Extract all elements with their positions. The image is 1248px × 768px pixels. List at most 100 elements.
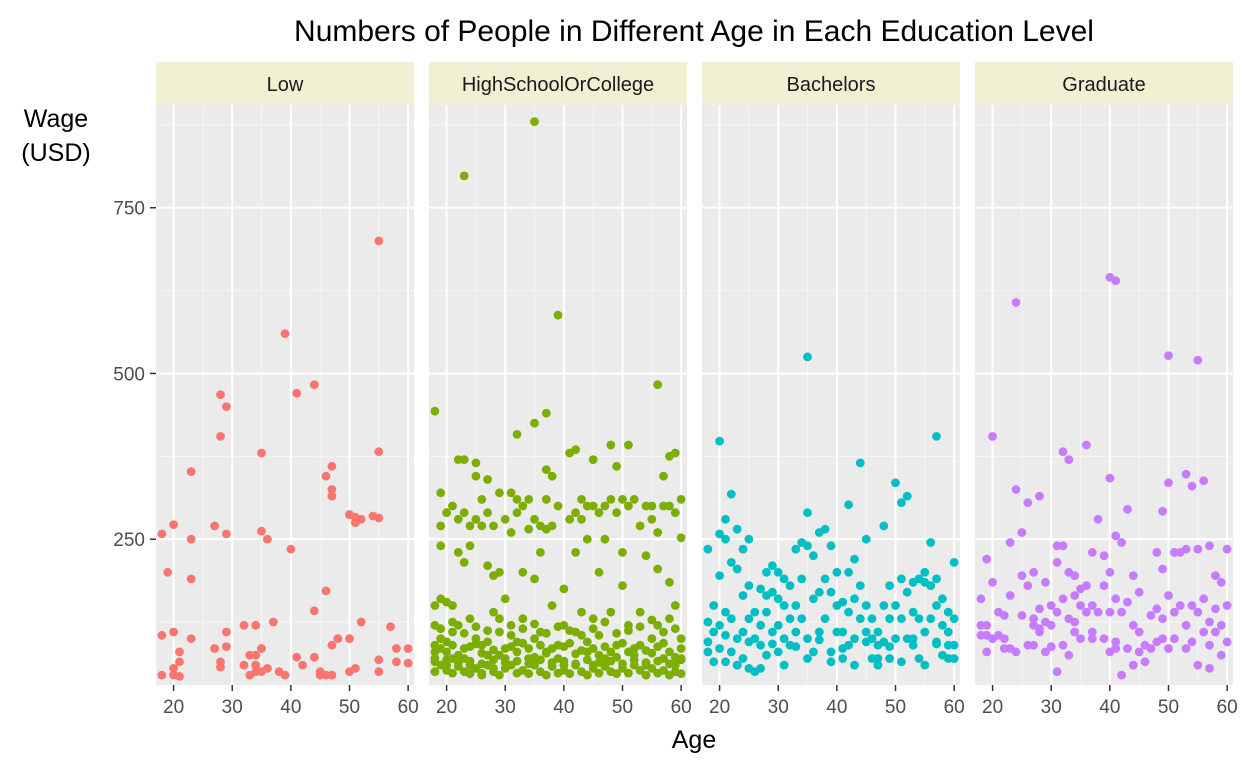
data-point xyxy=(518,567,528,577)
data-point xyxy=(1052,558,1062,567)
data-point xyxy=(309,380,319,390)
data-point xyxy=(459,508,469,518)
data-point xyxy=(791,601,801,610)
data-point xyxy=(647,664,657,673)
data-point xyxy=(1170,607,1179,617)
data-point xyxy=(477,668,487,678)
data-point xyxy=(436,644,446,653)
data-point xyxy=(791,642,801,651)
data-point xyxy=(647,634,657,643)
data-point xyxy=(1052,607,1062,617)
data-point xyxy=(1005,591,1015,600)
data-point xyxy=(838,644,848,653)
data-point xyxy=(582,655,592,665)
data-point xyxy=(879,601,889,610)
data-point xyxy=(756,584,765,594)
data-point xyxy=(773,594,783,604)
data-point xyxy=(779,601,789,610)
data-point xyxy=(1046,642,1056,651)
data-point xyxy=(709,657,719,667)
data-point xyxy=(855,458,865,468)
data-point xyxy=(448,640,457,650)
data-point xyxy=(791,627,801,637)
data-point xyxy=(321,471,331,481)
data-point xyxy=(500,594,510,604)
data-point xyxy=(703,647,713,657)
data-point xyxy=(1099,551,1109,561)
data-point xyxy=(726,489,736,499)
data-point xyxy=(1211,571,1220,580)
data-point xyxy=(430,601,440,610)
data-point xyxy=(773,567,783,577)
y-tick-label: 750 xyxy=(113,199,145,220)
data-point xyxy=(814,587,824,597)
data-point xyxy=(565,638,575,648)
data-point xyxy=(653,380,663,390)
data-point xyxy=(600,642,610,651)
data-point xyxy=(855,581,865,590)
data-point xyxy=(744,637,754,647)
data-point xyxy=(1117,670,1126,680)
data-point xyxy=(280,670,290,680)
x-tick-label: 30 xyxy=(768,697,789,718)
data-point xyxy=(756,640,765,650)
data-point xyxy=(536,548,545,557)
data-point xyxy=(495,670,504,680)
data-point xyxy=(239,620,249,630)
data-point xyxy=(565,514,575,524)
data-point xyxy=(670,448,680,458)
x-tick-label: 60 xyxy=(398,697,419,718)
data-point xyxy=(541,628,551,638)
data-point xyxy=(850,634,859,643)
data-point xyxy=(448,501,457,511)
data-point xyxy=(914,654,924,663)
data-point xyxy=(477,521,487,531)
data-point xyxy=(594,650,604,660)
data-point xyxy=(536,655,545,665)
data-point xyxy=(844,500,853,510)
data-point xyxy=(477,495,487,504)
data-point xyxy=(594,630,604,640)
data-point xyxy=(588,455,598,464)
data-point xyxy=(292,652,302,662)
data-point xyxy=(659,627,668,637)
data-point xyxy=(453,548,463,557)
data-point xyxy=(797,614,807,624)
data-point xyxy=(327,461,337,471)
facet-panel-graduate: Graduate 20 30 40 50 60 xyxy=(975,62,1238,718)
x-tick-label: 20 xyxy=(436,697,457,718)
data-point xyxy=(518,501,528,511)
data-point xyxy=(1005,644,1015,653)
data-point xyxy=(1017,611,1027,620)
data-point xyxy=(459,171,469,181)
data-point xyxy=(1205,640,1214,650)
data-point xyxy=(430,406,440,416)
data-point xyxy=(436,541,446,551)
x-tick-label: 50 xyxy=(612,697,633,718)
data-point xyxy=(832,567,842,577)
data-point xyxy=(855,614,865,624)
data-point xyxy=(565,669,575,679)
data-point xyxy=(726,614,736,624)
data-point xyxy=(436,488,446,498)
data-point xyxy=(222,402,231,411)
data-point xyxy=(744,534,754,544)
data-point xyxy=(571,508,580,518)
data-point xyxy=(861,534,871,544)
data-point xyxy=(1111,531,1121,541)
data-point xyxy=(676,634,686,643)
data-point xyxy=(175,657,184,667)
data-point xyxy=(803,634,812,643)
data-point xyxy=(169,627,179,637)
data-point xyxy=(762,567,771,577)
data-point xyxy=(471,664,481,673)
data-point xyxy=(175,672,184,681)
data-point xyxy=(726,558,736,567)
data-point xyxy=(559,584,569,594)
data-point xyxy=(1193,607,1203,617)
data-point xyxy=(779,660,789,670)
data-point xyxy=(873,660,883,670)
x-tick-label: 60 xyxy=(1217,697,1238,718)
data-point xyxy=(943,607,953,617)
data-point xyxy=(1058,541,1068,551)
